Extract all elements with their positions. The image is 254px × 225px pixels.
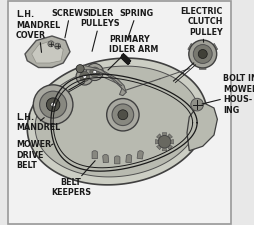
Circle shape	[89, 67, 99, 77]
Polygon shape	[92, 151, 97, 159]
Text: ELECTRIC
CLUTCH
PULLEY: ELECTRIC CLUTCH PULLEY	[180, 7, 222, 42]
Polygon shape	[35, 66, 199, 177]
Text: L.H.
MANDREL
COVER: L.H. MANDREL COVER	[16, 10, 60, 52]
Polygon shape	[164, 134, 172, 142]
Circle shape	[39, 91, 66, 118]
Circle shape	[106, 99, 138, 131]
Polygon shape	[202, 43, 217, 54]
Polygon shape	[164, 140, 173, 144]
Circle shape	[193, 45, 211, 63]
Circle shape	[92, 70, 96, 74]
Circle shape	[76, 65, 84, 73]
Circle shape	[117, 110, 127, 120]
Polygon shape	[162, 133, 166, 142]
Polygon shape	[25, 36, 70, 68]
Polygon shape	[186, 104, 216, 151]
Text: BELT
KEEPERS: BELT KEEPERS	[51, 161, 95, 197]
Circle shape	[76, 68, 93, 85]
Text: PRIMARY
IDLER ARM: PRIMARY IDLER ARM	[107, 35, 158, 70]
Text: MOWER
DRIVE
BELT: MOWER DRIVE BELT	[16, 140, 53, 170]
Polygon shape	[155, 140, 164, 144]
Polygon shape	[199, 54, 205, 69]
Circle shape	[197, 50, 207, 58]
Circle shape	[46, 98, 60, 111]
Text: IDLER
PULLEYS: IDLER PULLEYS	[80, 9, 120, 51]
Polygon shape	[187, 43, 202, 54]
Polygon shape	[164, 142, 172, 150]
Polygon shape	[77, 65, 126, 96]
Polygon shape	[31, 40, 63, 63]
Circle shape	[188, 40, 216, 68]
Text: SPRING: SPRING	[119, 9, 153, 40]
Polygon shape	[137, 151, 143, 159]
Polygon shape	[114, 156, 119, 164]
Text: L.H.
MANDREL: L.H. MANDREL	[16, 113, 60, 132]
Polygon shape	[102, 155, 108, 163]
Circle shape	[33, 85, 73, 124]
Text: BOLT IN
MOWER
HOUS-
ING: BOLT IN MOWER HOUS- ING	[201, 74, 254, 115]
Circle shape	[86, 63, 103, 81]
Polygon shape	[156, 134, 164, 142]
Circle shape	[190, 98, 203, 111]
Text: SCREWS: SCREWS	[51, 9, 89, 38]
Circle shape	[54, 43, 60, 49]
Circle shape	[112, 104, 133, 126]
Circle shape	[79, 72, 89, 81]
Circle shape	[51, 102, 55, 107]
Polygon shape	[162, 142, 166, 151]
Circle shape	[157, 135, 170, 148]
Circle shape	[48, 41, 54, 47]
Polygon shape	[125, 155, 131, 163]
Circle shape	[83, 75, 86, 78]
Polygon shape	[156, 142, 164, 150]
FancyBboxPatch shape	[8, 1, 230, 224]
Polygon shape	[27, 58, 207, 185]
